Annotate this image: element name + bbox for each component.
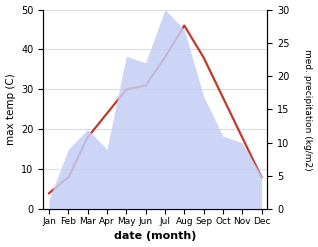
Y-axis label: max temp (C): max temp (C)	[5, 74, 16, 145]
X-axis label: date (month): date (month)	[114, 231, 197, 242]
Y-axis label: med. precipitation (kg/m2): med. precipitation (kg/m2)	[303, 49, 313, 170]
